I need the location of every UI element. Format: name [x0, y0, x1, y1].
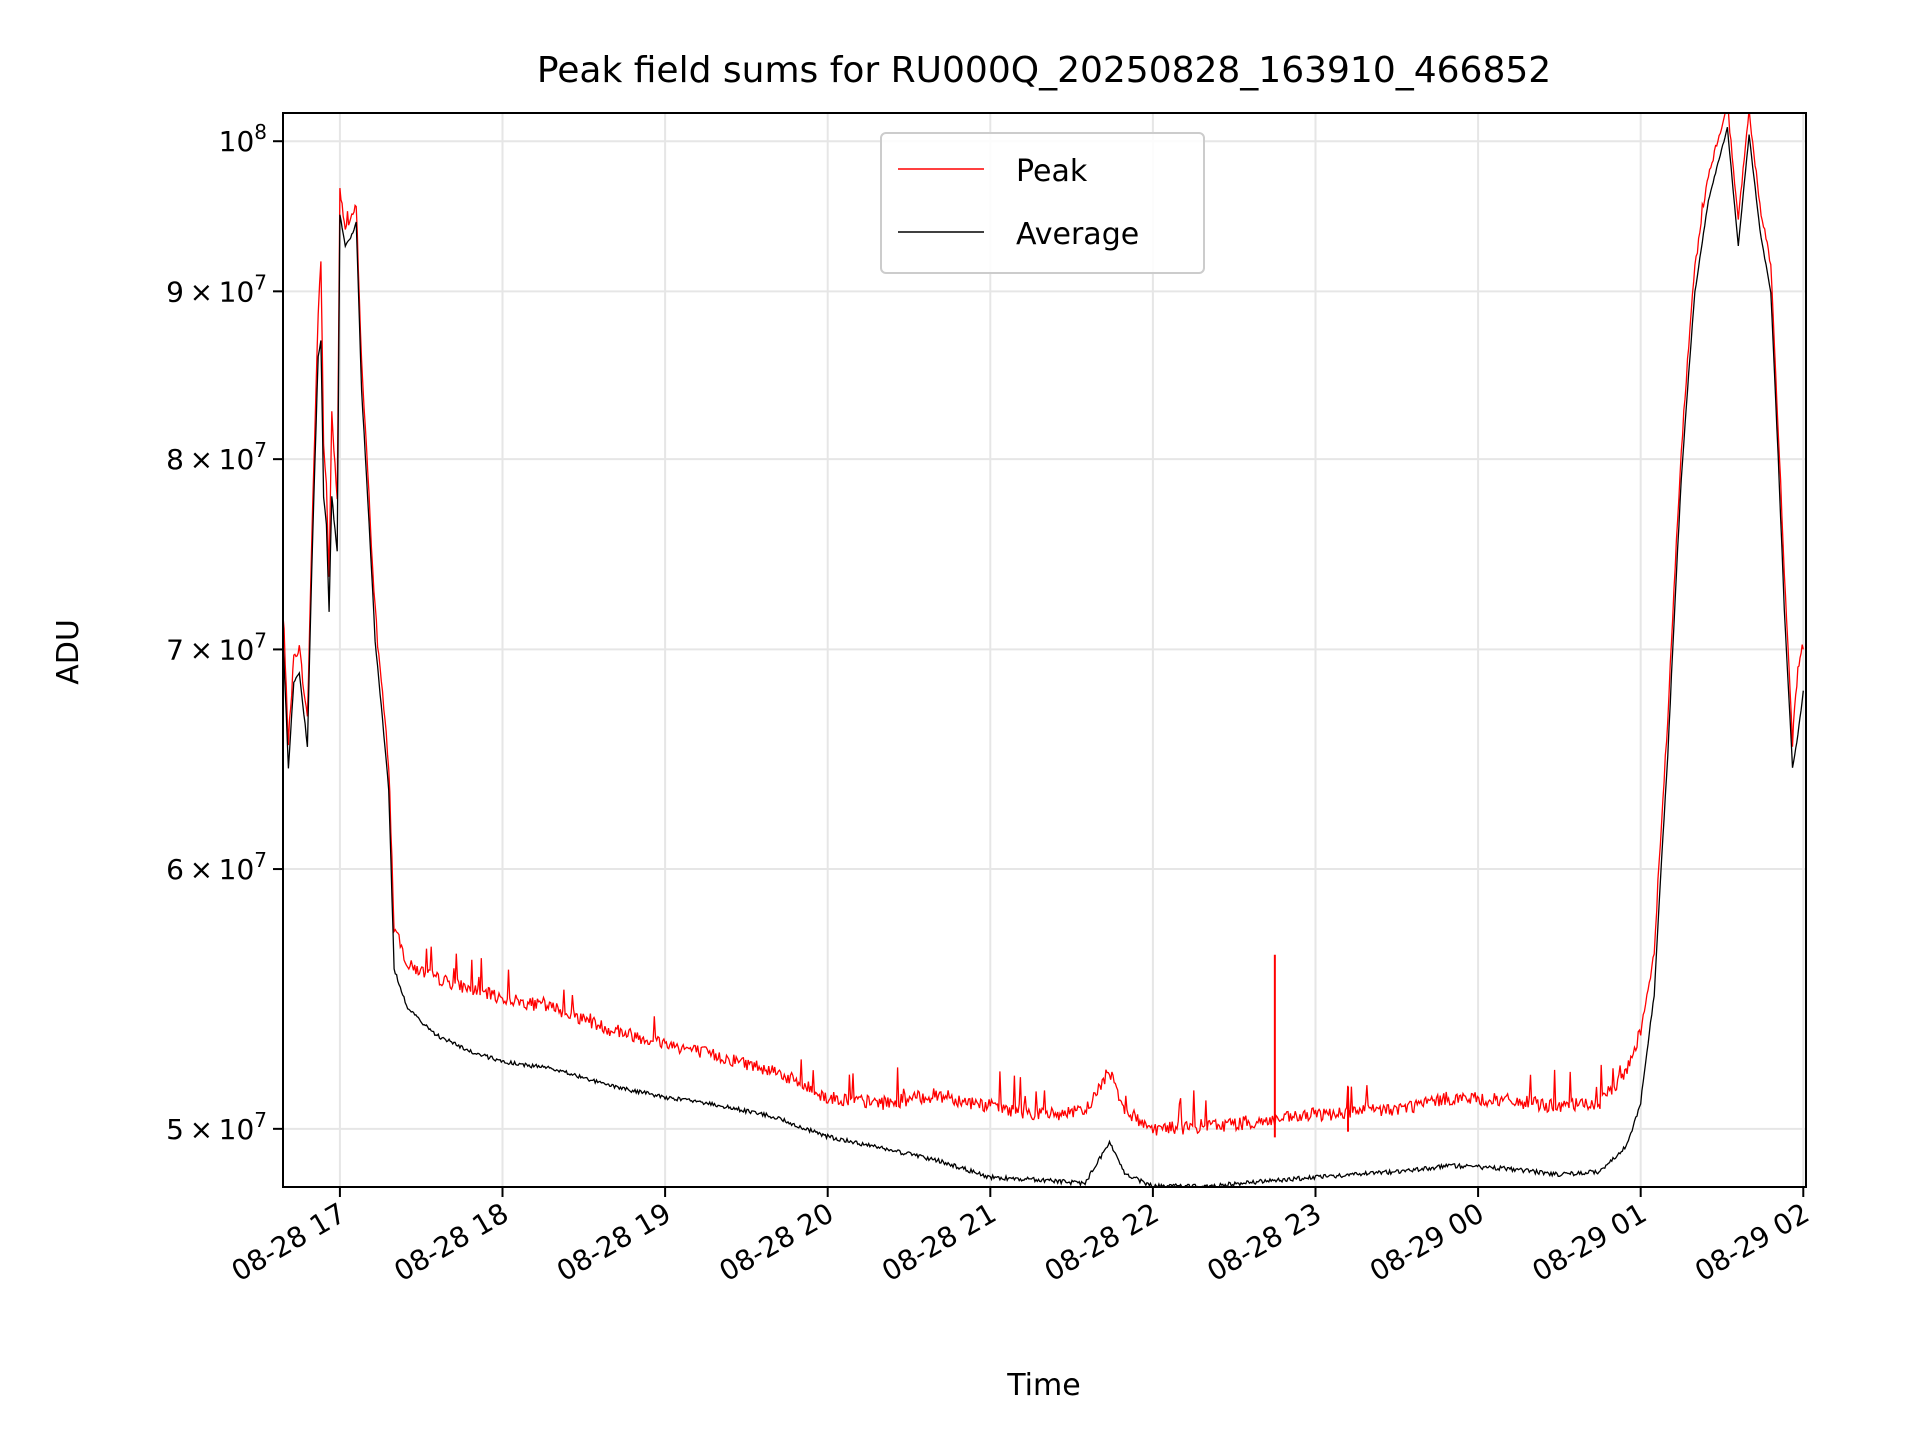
chart-title: Peak field sums for RU000Q_20250828_1639… [537, 50, 1551, 91]
y-axis: 5 × 107 6 × 107 7 × 107 8 × 107 9 × 107 108 [166, 120, 283, 1146]
grid-lines [283, 113, 1806, 1187]
y-tick-label: 9 × 107 [166, 270, 267, 308]
series-lines [283, 113, 1804, 1187]
x-axis-label: Time [1006, 1368, 1080, 1403]
y-tick-label: 6 × 107 [166, 848, 267, 886]
series-peak-line [283, 113, 1804, 1136]
legend-average-label: Average [1016, 217, 1139, 252]
y-axis-label: ADU [51, 619, 86, 685]
y-tick-label: 8 × 107 [166, 438, 267, 476]
legend: Peak Average [880, 132, 1205, 274]
legend-peak-label: Peak [1016, 154, 1088, 189]
legend-box [880, 132, 1205, 274]
y-tick-label: 7 × 107 [166, 628, 267, 666]
y-tick-label: 5 × 107 [166, 1108, 267, 1146]
series-average-line [283, 127, 1804, 1187]
y-tick-label: 108 [219, 120, 267, 158]
